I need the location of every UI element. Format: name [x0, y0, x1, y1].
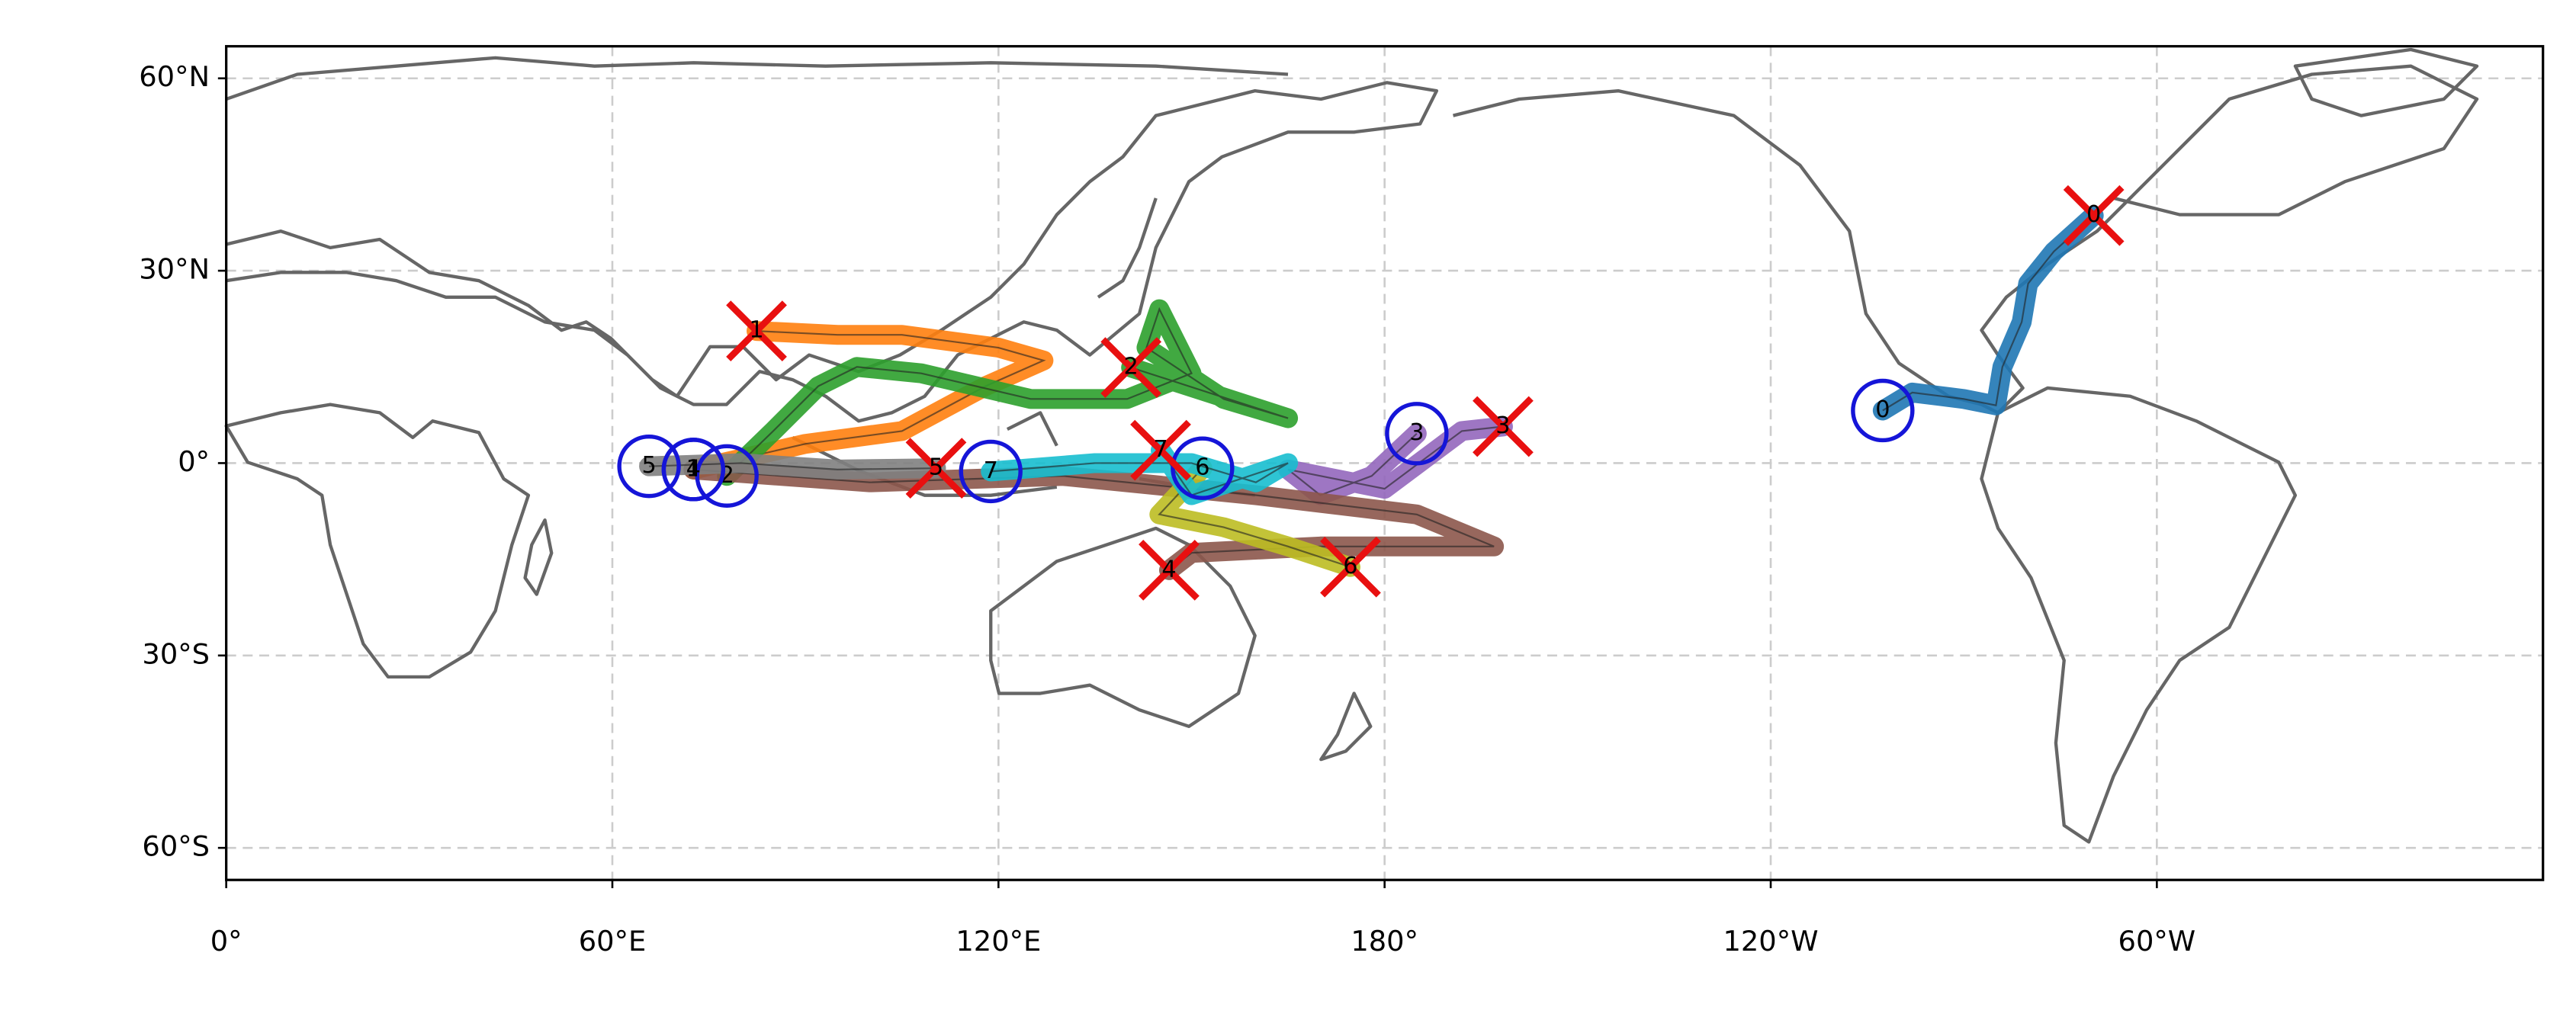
start-marker [695, 444, 759, 508]
end-label: 1 [749, 317, 763, 344]
start-label: 5 [641, 452, 656, 479]
y-tick-label: 60°S [142, 830, 210, 863]
coastlines [224, 47, 2479, 844]
coastline [224, 403, 531, 679]
x-tick-label: 0° [210, 925, 243, 958]
track-centerline [693, 468, 1495, 571]
start-marker [959, 439, 1023, 504]
y-tick-label: 30°N [139, 253, 210, 286]
start-marker [1851, 378, 1915, 443]
end-marker [1130, 419, 1191, 481]
x-tick-label: 60°W [2118, 925, 2196, 958]
end-label: 3 [1495, 412, 1510, 439]
track-centerline [693, 330, 1046, 470]
end-label: 4 [1161, 556, 1176, 582]
x-tick-label: 120°W [1723, 925, 1818, 958]
end-label: 2 [1124, 354, 1139, 380]
start-label: 7 [984, 457, 998, 484]
end-label: 7 [1153, 436, 1168, 463]
track-centerline [1882, 214, 2095, 412]
y-tick-label: 0° [178, 445, 210, 478]
track-centerline [1158, 467, 1351, 568]
start-label: 0 [1875, 396, 1890, 423]
end-label: 0 [2086, 201, 2101, 228]
start-label: 6 [1195, 454, 1209, 481]
coastline [2293, 47, 2479, 117]
end-marker [2063, 184, 2125, 246]
end-marker [1100, 337, 1162, 398]
end-marker [1139, 540, 1200, 601]
end-label: 5 [929, 454, 943, 481]
coastline [989, 526, 1257, 728]
ticks: 0° 60°E 120°E 180° 120°W 60°W60°S30°S0°30°N60… [139, 60, 2195, 958]
track-centerline [726, 306, 1289, 477]
start-marker [661, 438, 726, 502]
y-tick-label: 60°N [139, 60, 210, 93]
coastline [523, 518, 554, 596]
coastline [1097, 197, 1158, 299]
coastline [1319, 691, 1373, 762]
start-marker [1171, 436, 1235, 500]
coastline [225, 56, 1289, 101]
start-marker [617, 434, 681, 499]
end-marker [905, 438, 967, 499]
end-marker [726, 300, 787, 362]
x-tick-label: 120°E [956, 925, 1041, 958]
start-label: 3 [1409, 419, 1424, 446]
start-marker [1385, 402, 1449, 466]
track-centerline [649, 462, 936, 470]
coastline [1980, 386, 2298, 844]
y-tick-label: 30°S [142, 637, 210, 670]
end-label: 6 [1343, 553, 1357, 579]
start-label: 4 [686, 455, 701, 482]
end-marker [1320, 536, 1381, 598]
coastline [226, 81, 1439, 423]
x-tick-label: 180° [1351, 925, 1418, 958]
x-tick-label: 60°E [579, 925, 646, 958]
end-marker [1473, 396, 1534, 457]
tracks [639, 205, 2104, 580]
coastline [1453, 64, 2479, 415]
